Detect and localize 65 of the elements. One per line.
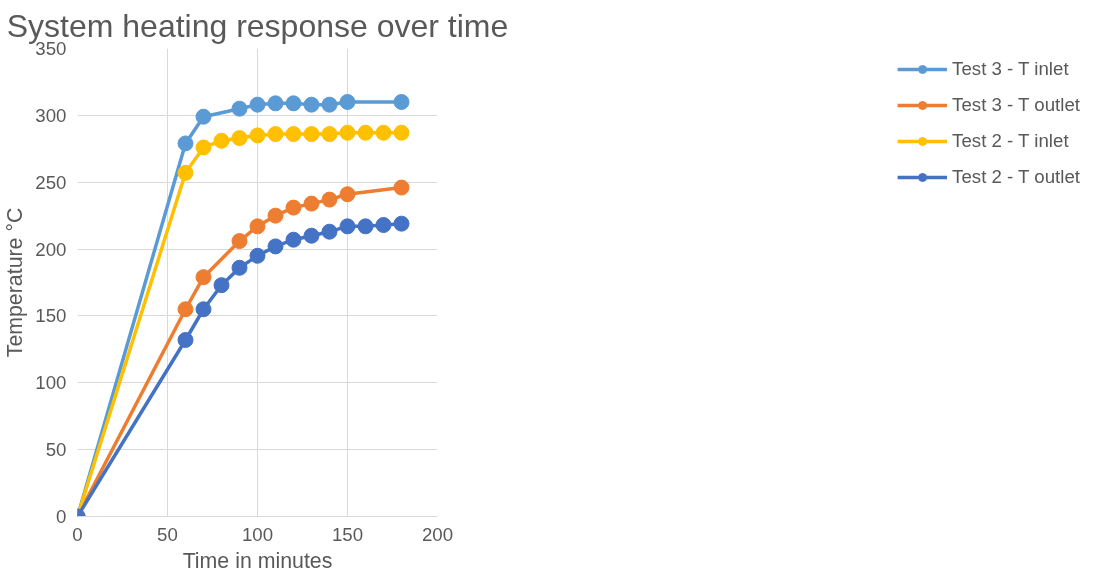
point <box>393 124 410 141</box>
point <box>177 332 194 348</box>
point <box>357 124 374 141</box>
x-axis-title: Time in minutes <box>182 548 333 573</box>
point <box>267 238 284 255</box>
point <box>177 135 194 152</box>
point <box>321 191 338 208</box>
x-tick-label: 200 <box>421 523 454 545</box>
x-tick-label: 0 <box>72 523 83 545</box>
point <box>267 126 284 143</box>
point <box>195 301 212 318</box>
point <box>303 126 320 143</box>
y-tick-label: 0 <box>56 506 67 527</box>
y-tick-label: 150 <box>35 305 67 327</box>
y-axis-title: Temperature °C <box>3 207 28 358</box>
point <box>303 227 320 244</box>
y-tick-label: 100 <box>35 372 67 394</box>
point <box>231 259 248 276</box>
point <box>285 199 302 216</box>
point <box>285 126 302 143</box>
y-tick-label: 50 <box>45 439 67 461</box>
point <box>321 126 338 143</box>
point <box>339 186 356 203</box>
point <box>177 164 194 181</box>
point <box>339 124 356 141</box>
point <box>375 217 392 233</box>
point <box>357 218 374 235</box>
point <box>321 96 338 113</box>
point <box>375 124 392 141</box>
point <box>249 247 266 264</box>
x-tick-label: 150 <box>331 523 364 545</box>
legend-label: Test 2 - T inlet <box>952 130 1069 152</box>
y-tick-label: 300 <box>35 104 67 126</box>
point <box>231 233 248 250</box>
chart-title: System heating response over time <box>6 7 509 44</box>
point <box>213 132 230 149</box>
point <box>267 207 284 224</box>
point <box>249 127 266 144</box>
legend-label: Test 2 - T outlet <box>952 166 1080 188</box>
point <box>195 139 212 156</box>
point <box>195 269 212 286</box>
point <box>285 231 302 248</box>
point <box>393 179 410 196</box>
legend-label: Test 3 - T inlet <box>952 58 1069 80</box>
legend-label: Test 3 - T outlet <box>952 94 1080 116</box>
point <box>177 301 194 318</box>
y-tick-label: 250 <box>35 171 67 193</box>
point <box>249 218 266 235</box>
point <box>339 218 356 235</box>
y-tick-label: 200 <box>35 238 67 260</box>
point <box>393 94 410 110</box>
point <box>393 215 410 232</box>
point <box>249 96 266 113</box>
point <box>303 195 320 212</box>
point <box>231 130 248 147</box>
point <box>267 95 284 112</box>
x-tick-label: 100 <box>241 523 274 545</box>
point <box>339 94 356 110</box>
x-tick-label: 50 <box>157 523 178 545</box>
point <box>321 223 338 240</box>
point <box>213 277 230 294</box>
point <box>303 96 320 113</box>
point <box>231 100 248 117</box>
point <box>285 95 302 112</box>
point <box>195 108 212 125</box>
